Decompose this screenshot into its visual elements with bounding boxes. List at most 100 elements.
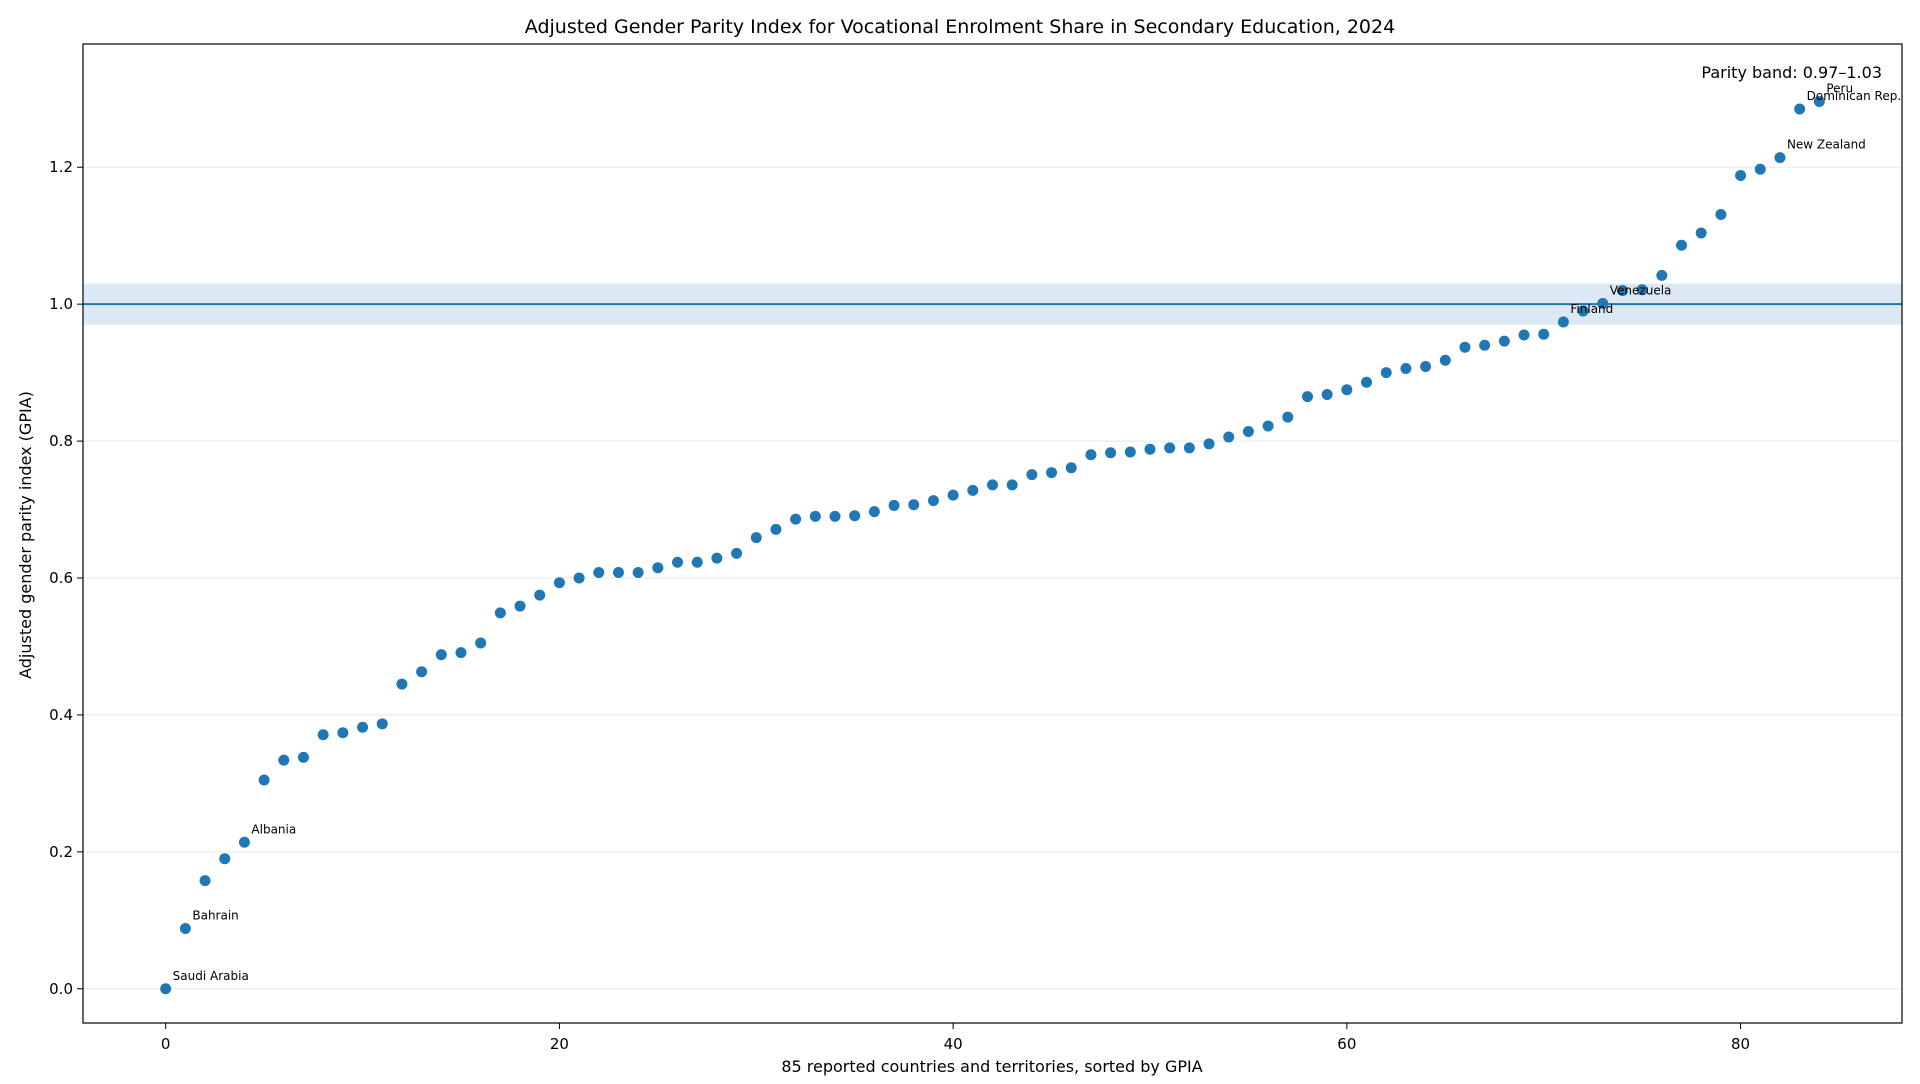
data-point-50 [1144, 443, 1156, 455]
data-point-13 [416, 666, 428, 678]
data-point-53 [1203, 438, 1215, 450]
data-point-27 [691, 556, 703, 568]
data-point-38 [908, 499, 920, 511]
x-tick-label-4: 80 [1731, 1035, 1750, 1053]
data-point-48 [1105, 447, 1117, 459]
data-point-37 [888, 499, 900, 511]
data-point-8 [317, 729, 329, 741]
data-point-1 [179, 923, 191, 935]
data-point-60 [1341, 384, 1353, 396]
data-point-68 [1498, 335, 1510, 347]
data-point-44 [1026, 469, 1038, 481]
x-tick-label-0: 0 [161, 1035, 171, 1053]
data-point-67 [1479, 339, 1491, 351]
data-point-16 [475, 637, 487, 649]
data-point-36 [868, 506, 880, 518]
data-point-42 [987, 479, 998, 491]
data-point-71 [1557, 316, 1569, 328]
y-tick-label-6: 1.2 [49, 158, 73, 176]
data-point-73 [1597, 297, 1609, 309]
data-point-6 [278, 754, 290, 766]
y-tick-label-2: 0.4 [49, 706, 73, 724]
y-tick-label-4: 0.8 [49, 432, 73, 450]
data-point-84 [1813, 96, 1825, 108]
data-point-31 [770, 523, 782, 535]
data-point-46 [1065, 462, 1077, 474]
data-point-66 [1459, 341, 1471, 353]
y-tick-label-1: 0.2 [49, 843, 73, 861]
y-tick-label-0: 0.0 [49, 980, 73, 998]
point-label-6: Dominican Rep. [1807, 89, 1902, 103]
y-axis-title: Adjusted gender parity index (GPIA) [16, 391, 35, 679]
data-point-23 [612, 567, 624, 579]
data-point-79 [1715, 208, 1727, 220]
data-point-19 [534, 589, 546, 601]
data-point-22 [593, 567, 605, 579]
data-point-14 [435, 649, 447, 661]
data-point-70 [1538, 328, 1550, 340]
chart-title: Adjusted Gender Parity Index for Vocatio… [525, 16, 1395, 38]
data-point-15 [455, 647, 467, 659]
x-tick-label-1: 20 [550, 1035, 569, 1053]
point-label-1: Bahrain [192, 909, 238, 923]
data-point-21 [573, 572, 585, 584]
data-point-77 [1676, 239, 1688, 251]
data-point-63 [1400, 363, 1412, 375]
x-tick-label-2: 40 [944, 1035, 963, 1053]
plot-area: Saudi Arabia Bahrain Albania Finland Venezue… [49, 43, 1903, 1053]
data-point-72 [1577, 305, 1589, 317]
point-label-5: New Zealand [1787, 138, 1866, 152]
data-point-35 [849, 510, 861, 522]
data-point-30 [750, 532, 762, 544]
data-point-52 [1183, 442, 1195, 454]
x-axis-title: 85 reported countries and territories, s… [781, 1057, 1202, 1076]
data-point-58 [1301, 391, 1313, 403]
y-tick-label-3: 0.6 [49, 569, 73, 587]
data-point-24 [632, 567, 644, 579]
data-point-7 [297, 751, 309, 763]
data-point-83 [1794, 103, 1806, 115]
data-point-28 [711, 552, 723, 564]
data-point-54 [1223, 431, 1235, 443]
point-label-4: Venezuela [1610, 283, 1672, 297]
data-point-0 [160, 983, 172, 995]
data-point-5 [258, 774, 270, 786]
data-point-74 [1616, 284, 1628, 296]
data-point-69 [1518, 329, 1530, 341]
data-point-12 [396, 678, 408, 690]
data-point-81 [1754, 163, 1766, 175]
data-point-51 [1164, 442, 1176, 454]
data-point-75 [1636, 284, 1648, 296]
data-point-11 [376, 718, 388, 730]
data-point-78 [1695, 227, 1707, 239]
data-point-26 [672, 556, 684, 568]
data-point-39 [927, 495, 939, 507]
data-point-55 [1242, 425, 1254, 437]
data-point-82 [1774, 152, 1786, 164]
data-point-65 [1439, 354, 1451, 366]
data-point-43 [1006, 479, 1018, 491]
point-label-2: Albania [251, 822, 296, 836]
data-point-56 [1262, 420, 1274, 432]
point-label-0: Saudi Arabia [173, 969, 249, 983]
data-point-17 [494, 607, 506, 619]
data-point-45 [1046, 467, 1058, 479]
data-point-64 [1420, 360, 1432, 372]
data-point-10 [357, 721, 369, 733]
data-point-76 [1656, 269, 1668, 281]
data-point-62 [1380, 367, 1392, 379]
x-tick-label-3: 60 [1337, 1035, 1356, 1053]
data-point-9 [337, 727, 349, 739]
data-point-49 [1124, 446, 1136, 458]
data-point-57 [1282, 411, 1294, 423]
parity-band-label: Parity band: 0.97–1.03 [1701, 63, 1882, 82]
data-point-80 [1735, 169, 1747, 181]
data-point-29 [731, 547, 743, 559]
data-point-34 [829, 510, 841, 522]
point-label-3: Finland [1570, 302, 1613, 316]
data-point-61 [1361, 376, 1373, 388]
data-point-20 [553, 577, 565, 589]
point-label-7: Peru [1826, 82, 1853, 96]
